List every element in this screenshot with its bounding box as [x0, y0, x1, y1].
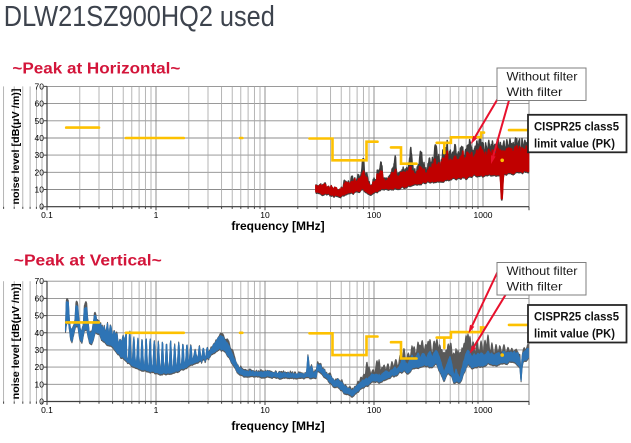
- svg-text:frequency [MHz]: frequency [MHz]: [231, 219, 324, 233]
- svg-text:~Peak at Horizontal~: ~Peak at Horizontal~: [12, 61, 180, 78]
- svg-text:DLW21SZ900HQ2 used: DLW21SZ900HQ2 used: [4, 1, 275, 33]
- svg-text:limit value (PK): limit value (PK): [534, 137, 615, 150]
- svg-text:With filter: With filter: [507, 85, 563, 99]
- svg-text:50: 50: [35, 311, 45, 321]
- svg-text:100: 100: [367, 210, 381, 220]
- svg-text:Without filter: Without filter: [507, 264, 578, 278]
- svg-text:10: 10: [35, 185, 45, 195]
- svg-text:0.1: 0.1: [41, 210, 53, 220]
- svg-text:40: 40: [35, 133, 45, 143]
- svg-text:30: 30: [35, 150, 45, 160]
- svg-text:10: 10: [260, 210, 270, 220]
- svg-text:10: 10: [260, 405, 270, 415]
- svg-text:0: 0: [39, 202, 44, 212]
- svg-text:0.1: 0.1: [41, 405, 53, 415]
- svg-text:10: 10: [35, 379, 45, 389]
- svg-text:20: 20: [35, 167, 45, 177]
- svg-text:70: 70: [35, 276, 45, 286]
- svg-text:1000: 1000: [474, 210, 493, 220]
- svg-text:70: 70: [35, 81, 45, 91]
- svg-text:noise level [dB(μV /m)]: noise level [dB(μV /m)]: [10, 89, 22, 205]
- svg-text:With filter: With filter: [507, 280, 563, 294]
- svg-text:50: 50: [35, 116, 45, 126]
- svg-text:60: 60: [35, 99, 45, 109]
- svg-text:1: 1: [154, 210, 159, 220]
- svg-text:20: 20: [35, 362, 45, 372]
- svg-text:noise level [dB(μV /m)]: noise level [dB(μV /m)]: [10, 283, 22, 399]
- svg-text:30: 30: [35, 345, 45, 355]
- svg-text:60: 60: [35, 293, 45, 303]
- svg-text:1: 1: [154, 405, 159, 415]
- svg-text:100: 100: [367, 405, 381, 415]
- svg-text:limit value (PK): limit value (PK): [534, 328, 615, 341]
- svg-text:frequency [MHz]: frequency [MHz]: [231, 419, 324, 433]
- svg-text:Without filter: Without filter: [507, 70, 578, 84]
- svg-text:0: 0: [39, 397, 44, 407]
- svg-text:CISPR25 class5: CISPR25 class5: [534, 120, 619, 133]
- svg-text:1000: 1000: [474, 405, 493, 415]
- svg-text:40: 40: [35, 328, 45, 338]
- svg-text:~Peak at Vertical~: ~Peak at Vertical~: [14, 252, 162, 269]
- svg-text:CISPR25 class5: CISPR25 class5: [534, 311, 619, 324]
